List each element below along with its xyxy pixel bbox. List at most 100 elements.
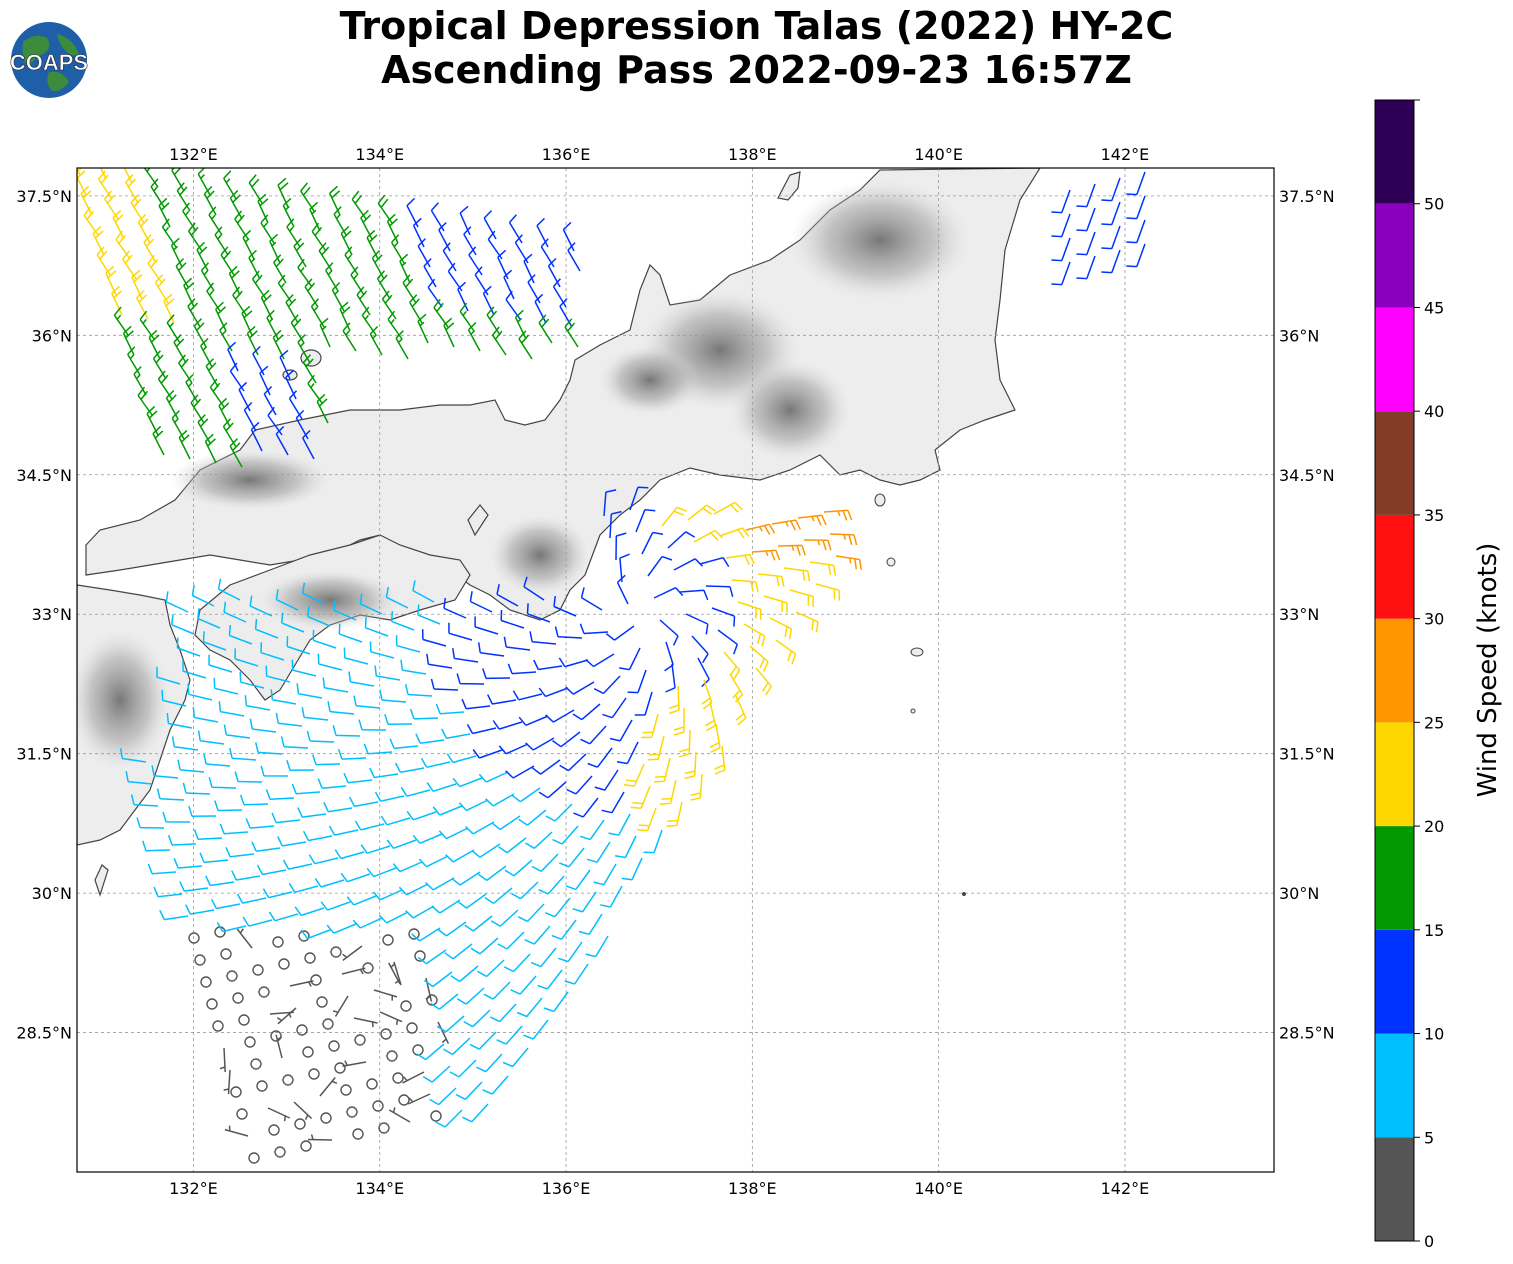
wind-barb xyxy=(376,270,391,300)
wind-barb xyxy=(228,265,241,296)
wind-barb xyxy=(130,194,145,224)
wind-barb xyxy=(471,843,501,858)
wind-barb xyxy=(416,1043,445,1061)
wind-barb xyxy=(307,606,331,627)
colorbar-swatch xyxy=(1375,1033,1414,1138)
wind-barb xyxy=(565,869,591,891)
wind-barb xyxy=(399,253,411,284)
wind-barb xyxy=(554,626,583,639)
wind-barb xyxy=(512,690,543,701)
wind-barb xyxy=(437,1021,450,1044)
wind-barb xyxy=(407,1093,431,1105)
wind-barb xyxy=(259,365,271,396)
wind-barb xyxy=(459,205,471,236)
wind-barb xyxy=(239,671,265,689)
wind-barb xyxy=(661,506,687,527)
wind-barb xyxy=(297,334,311,364)
wind-barb xyxy=(165,389,179,420)
lat-tick-right: 30°N xyxy=(1279,884,1319,903)
wind-barb xyxy=(141,840,171,852)
wind-barb xyxy=(151,765,179,779)
wind-barb xyxy=(285,369,297,400)
wind-barb xyxy=(213,677,239,695)
globe-logo-icon: COAPS xyxy=(10,22,88,98)
wind-barb xyxy=(205,358,219,388)
wind-barb xyxy=(551,919,577,940)
calm-marker xyxy=(414,950,426,962)
wind-barb xyxy=(388,962,401,985)
colorbar-swatch xyxy=(1375,826,1414,930)
lon-tick-top: 132°E xyxy=(169,145,218,164)
wind-barb xyxy=(763,595,788,614)
colorbar-tick: 0 xyxy=(1424,1232,1434,1251)
wind-barb xyxy=(222,418,237,448)
wind-barb xyxy=(244,695,271,711)
wind-barb xyxy=(267,406,283,436)
wind-barb xyxy=(500,609,525,629)
wind-barb xyxy=(293,1101,313,1121)
wind-barb xyxy=(177,759,205,773)
wind-barb xyxy=(1051,237,1071,262)
wind-barb xyxy=(803,539,832,551)
wind-barb xyxy=(148,329,161,360)
wind-barb xyxy=(465,821,495,835)
wind-barb xyxy=(288,883,319,894)
wind-barb xyxy=(496,1025,523,1045)
wind-barb xyxy=(451,871,481,886)
wind-barb xyxy=(743,623,766,647)
wind-barb xyxy=(538,687,569,698)
calm-marker xyxy=(430,1110,442,1122)
wind-barb xyxy=(502,1047,529,1068)
wind-barb xyxy=(388,1107,411,1123)
wind-barb xyxy=(531,759,561,775)
sado-island xyxy=(777,171,801,201)
wind-barb xyxy=(192,707,219,723)
wind-barb xyxy=(323,801,353,813)
wind-barb xyxy=(92,225,105,256)
wind-barb xyxy=(147,863,177,875)
wind-barb xyxy=(223,170,237,200)
wind-barb xyxy=(634,691,653,716)
wind-barb xyxy=(342,1060,367,1068)
wind-barb xyxy=(115,230,131,260)
wind-barb xyxy=(704,701,717,732)
calm-marker xyxy=(408,928,420,940)
colorbar-swatch xyxy=(1375,722,1414,827)
wind-barb xyxy=(188,805,217,817)
wind-barb xyxy=(503,269,515,300)
wind-barb xyxy=(538,781,567,799)
wind-barb xyxy=(182,660,207,679)
wind-barb xyxy=(1126,219,1146,244)
wind-barb xyxy=(713,501,744,515)
wind-barb xyxy=(317,653,343,671)
wind-barb xyxy=(449,1059,477,1078)
wind-barb xyxy=(338,623,363,643)
calm-marker xyxy=(278,958,290,970)
wind-barb xyxy=(1101,177,1121,202)
wind-barb xyxy=(406,810,437,821)
wind-barb xyxy=(411,927,441,942)
wind-barb xyxy=(544,897,571,918)
wind-barb xyxy=(441,728,471,739)
wind-barb xyxy=(204,433,217,464)
wind-barb xyxy=(125,771,153,785)
wind-barb xyxy=(394,762,425,774)
wind-barb xyxy=(161,689,187,707)
wind-barb xyxy=(1126,171,1146,196)
calm-marker xyxy=(252,964,264,976)
wind-barb xyxy=(489,1003,517,1023)
wind-barb xyxy=(511,881,539,900)
wind-barb xyxy=(374,791,405,802)
wind-barb xyxy=(179,881,209,892)
calm-marker xyxy=(330,946,342,958)
wind-barb xyxy=(229,747,257,761)
wind-barb xyxy=(111,285,123,316)
wind-barb xyxy=(339,301,351,332)
wind-barb xyxy=(343,772,373,784)
calm-marker xyxy=(382,934,394,946)
calm-marker xyxy=(320,1112,332,1124)
wind-barb xyxy=(369,767,399,779)
wind-barb xyxy=(608,813,631,836)
wind-barb xyxy=(214,800,243,812)
wind-barb xyxy=(1126,195,1146,220)
